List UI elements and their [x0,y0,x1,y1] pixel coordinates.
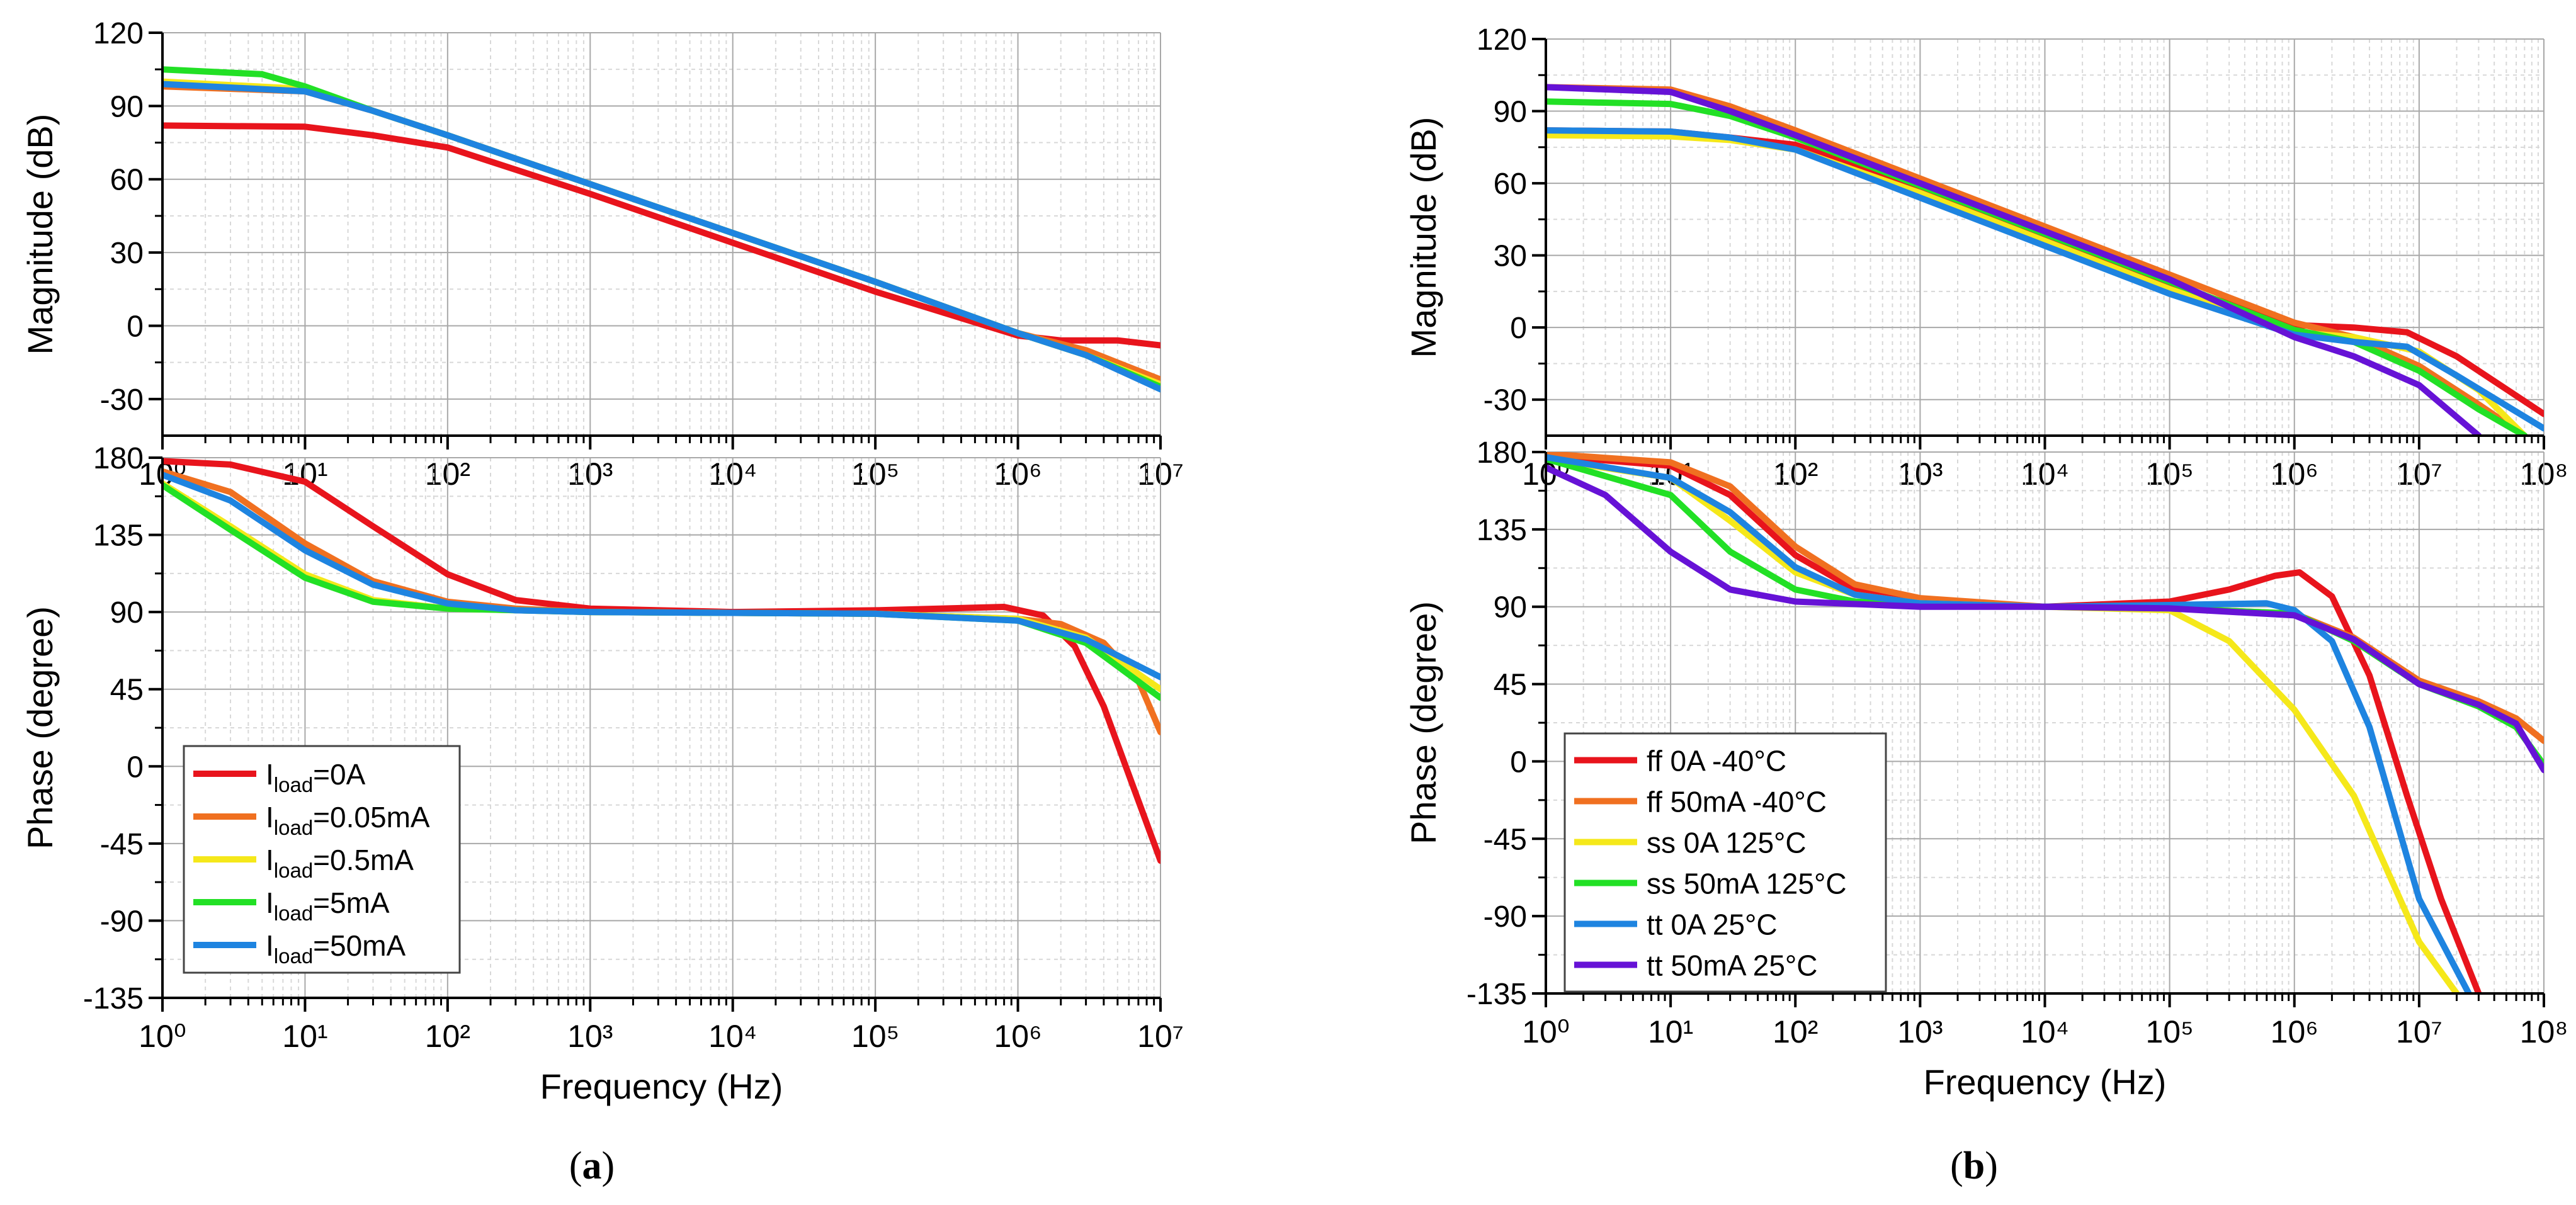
y-tick-label: 30 [110,237,144,270]
y-axis-title: Phase (degree) [1404,601,1443,844]
y-tick-label: -135 [1467,978,1527,1011]
x-tick-label: 10⁵ [851,1019,899,1054]
legend-label: Iload=5mA [266,886,390,925]
x-tick-label: 10⁸ [2520,1014,2568,1049]
series-line-5 [1546,84,2482,436]
y-tick-label: 0 [1510,312,1527,345]
y-tick-label: 135 [93,519,144,553]
x-tick-label: 10² [1773,1014,1818,1049]
series-line-4 [162,472,1160,681]
series-line-2 [1546,132,2528,436]
y-tick-label: -45 [1484,823,1527,856]
series-line-0 [162,122,1160,349]
x-tick-label: 10⁰ [1522,1014,1570,1049]
y-axis-title: Phase (degree) [20,606,60,849]
y-tick-label: 60 [1494,167,1527,201]
legend-label: tt 0A 25°C [1647,908,1778,941]
y-tick-label: 45 [110,674,144,707]
x-tick-label: 10⁶ [994,1019,1041,1054]
legend-label: ff 50mA -40°C [1647,786,1827,818]
series-line-4 [162,81,1160,393]
legend: Iload=0A Iload=0.05mA Iload=0.5mA Iload=5mA… [183,745,461,974]
legend-label: ss 50mA 125°C [1647,868,1847,900]
x-tick-label: 10³ [567,1019,613,1054]
y-tick-label: 120 [1477,23,1527,57]
y-tick-label: 135 [1477,514,1527,547]
y-tick-label: 180 [1477,436,1527,470]
panel-label-a: (a) [569,1145,615,1187]
y-tick-label: 0 [127,310,144,343]
legend: ff 0A -40°C ff 50mA -40°C ss 0A 125°C ss 50… [1563,732,1887,993]
series-line-1 [1546,84,2528,436]
chart-b-magnitude: 10⁰ 10¹ 10² 10³ 10⁴ 10⁵ 10⁶ 10⁷ 10⁸-300306090120… [1404,23,2568,492]
x-tick-label: 10¹ [1648,1014,1693,1049]
x-tick-label: 10⁴ [2021,1014,2069,1049]
series-group [162,458,1160,864]
chart-b-phase: 10⁰ 10¹ 10² 10³ 10⁴ 10⁵ 10⁶ 10⁷ 10⁸ -135 -90 -45 0 45… [1404,436,2568,1102]
y-tick-label: 0 [1510,745,1527,779]
chart-a-magnitude: 10⁰ 10¹ 10² 10³ 10⁴ 10⁵ 10⁶ 10⁷-300306090120Mag… [20,17,1184,492]
legend-box [1563,732,1887,993]
legend-label: tt 50mA 25°C [1647,949,1818,982]
x-tick-label: 10⁵ [2145,1014,2193,1049]
legend-label: Iload=0A [266,758,366,796]
series-line-3 [1546,98,2528,436]
y-tick-label: 90 [110,90,144,123]
series-group [162,66,1160,393]
x-tick-label: 10⁴ [708,1019,757,1054]
x-tick-label: 10⁷ [1137,1019,1184,1054]
x-tick-label: 10¹ [282,1019,327,1054]
legend-label: Iload=0.5mA [266,844,414,882]
y-tick-label: 30 [1494,240,1527,273]
x-tick-label: 10⁰ [139,1019,186,1054]
series-group [1546,84,2544,436]
x-tick-label: 10⁶ [2271,1014,2318,1049]
legend-label: Iload=0.05mA [266,801,430,839]
x-tick-label: 10⁷ [2396,1014,2443,1049]
y-axis-title: Magnitude (dB) [1404,117,1443,358]
panel-label-b: (b) [1950,1145,1998,1187]
y-tick-label: 180 [93,442,144,475]
y-tick-label: -90 [1484,900,1527,934]
y-tick-label: 45 [1494,669,1527,702]
y-tick-label: 90 [1494,96,1527,129]
x-axis-title: Frequency (Hz) [540,1066,783,1106]
y-tick-label: 60 [110,164,144,197]
series-line-0 [1546,452,2482,993]
legend-label: ff 0A -40°C [1647,745,1786,778]
y-tick-label: 90 [1494,591,1527,625]
x-tick-label: 10² [425,1019,470,1054]
y-tick-label: -90 [100,905,144,938]
series-group [1546,452,2544,993]
y-tick-label: -135 [83,982,144,1015]
y-axis-title: Magnitude (dB) [20,114,60,355]
y-tick-label: 120 [93,17,144,50]
series-line-4 [1546,127,2544,432]
y-tick-label: 90 [110,596,144,630]
y-tick-label: -30 [1484,384,1527,417]
series-line-3 [162,482,1160,701]
chart-a-phase: 10⁰ 10¹ 10² 10³ 10⁴ 10⁵ 10⁶ 10⁷ -135 -90 -45 0 45 90 1… [20,442,1184,1106]
y-tick-label: 0 [127,750,144,784]
series-line-5 [1546,464,2544,774]
legend-label: ss 0A 125°C [1647,827,1807,859]
y-tick-label: -45 [100,828,144,861]
x-axis-title: Frequency (Hz) [1924,1062,2167,1102]
legend-label: Iload=50mA [266,929,406,968]
x-tick-label: 10³ [1897,1014,1943,1049]
y-tick-label: -30 [100,383,144,417]
